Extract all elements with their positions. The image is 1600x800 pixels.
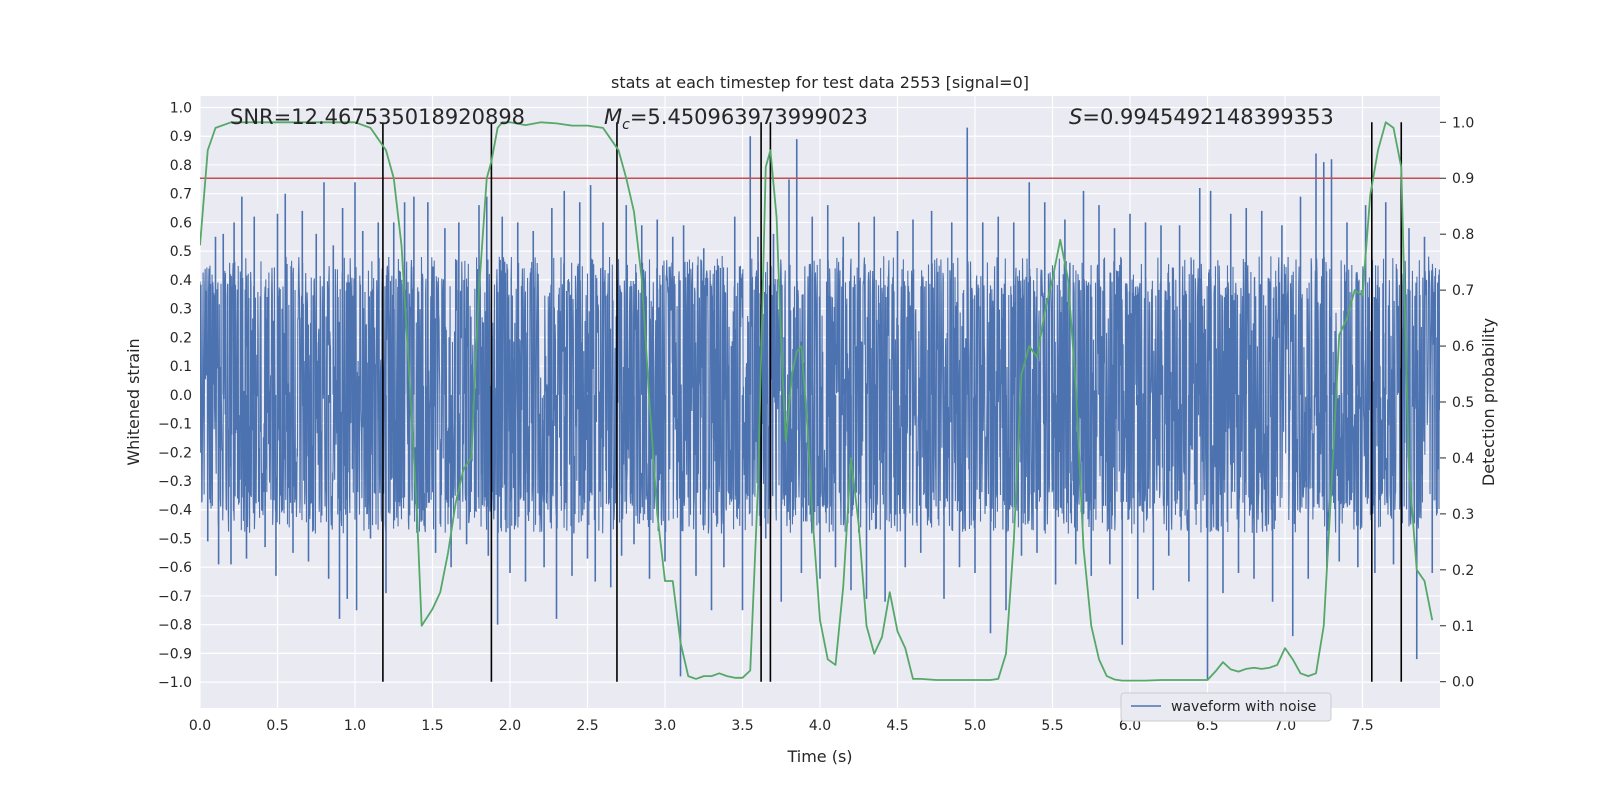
x-tick-label: 1.5 <box>421 718 443 734</box>
y-tick-label: 0.7 <box>170 187 192 203</box>
y-tick-label: −0.7 <box>158 589 192 605</box>
x-tick-label: 4.0 <box>809 718 831 734</box>
x-tick-label: 2.5 <box>576 718 598 734</box>
legend-entry-waveform: waveform with noise <box>1171 699 1316 715</box>
y-tick-label: −0.9 <box>158 646 192 662</box>
y2-tick-label: 0.0 <box>1452 675 1474 691</box>
y2-tick-label: 0.9 <box>1452 171 1474 187</box>
y-tick-label: 0.1 <box>170 359 192 375</box>
y2-tick-label: 0.7 <box>1452 283 1474 299</box>
y-tick-label: −0.4 <box>158 503 192 519</box>
y-tick-label: 1.0 <box>170 100 192 116</box>
x-tick-label: 3.0 <box>654 718 676 734</box>
chart-title: stats at each timestep for test data 255… <box>611 73 1029 92</box>
x-tick-label: 4.5 <box>886 718 908 734</box>
y-axis-title: Whitened strain <box>124 338 143 465</box>
x-tick-label: 6.5 <box>1196 718 1218 734</box>
y-tick-label: −0.1 <box>158 417 192 433</box>
y-tick-label: 0.2 <box>170 330 192 346</box>
chirp-mass-value: =5.450963973999023 <box>630 105 868 129</box>
y-tick-label: 0.3 <box>170 302 192 318</box>
legend: waveform with noise <box>1120 692 1332 722</box>
y-tick-label: 0.4 <box>170 273 192 289</box>
axes: 0.0 0.5 1.0 1.5 2.0 2.5 3.0 3.5 4.0 4.5 5.0 5.5 6.0 6… <box>158 100 1474 734</box>
chirp-mass-annotation: Mc=5.450963973999023 <box>604 105 868 133</box>
x-tick-label: 6.0 <box>1119 718 1141 734</box>
y-tick-label: −0.3 <box>158 474 192 490</box>
y-tick-label: 0.6 <box>170 215 192 231</box>
legend-box <box>1120 692 1332 722</box>
y-tick-label: 0.0 <box>170 388 192 404</box>
y-tick-label: −0.2 <box>158 445 192 461</box>
s-symbol: S <box>1069 105 1082 129</box>
y2-axis-title: Detection probability <box>1479 318 1498 486</box>
chirp-mass-symbol: M <box>604 105 622 129</box>
x-tick-label: 7.0 <box>1274 718 1296 734</box>
chirp-mass-subscript: c <box>622 117 630 133</box>
s-annotation: S=0.9945492148399353 <box>1069 105 1334 129</box>
y2-tick-label: 0.1 <box>1452 619 1474 635</box>
y-tick-label: −1.0 <box>158 675 192 691</box>
x-tick-label: 0.5 <box>266 718 288 734</box>
y2-tick-label: 0.5 <box>1452 395 1474 411</box>
waveform-noise-trace <box>200 256 1440 534</box>
y-tick-label: −0.8 <box>158 618 192 634</box>
y2-tick-label: 0.3 <box>1452 507 1474 523</box>
x-tick-label: 1.0 <box>344 718 366 734</box>
y-tick-label: 0.8 <box>170 158 192 174</box>
y2-tick-label: 0.4 <box>1452 451 1474 467</box>
detection-probability-line <box>200 121 1434 682</box>
series-waveform-with-noise <box>200 127 1440 680</box>
s-value: =0.9945492148399353 <box>1082 105 1333 129</box>
y2-tick-label: 0.6 <box>1452 339 1474 355</box>
x-tick-label: 5.5 <box>1041 718 1063 734</box>
y-tick-label: −0.5 <box>158 531 192 547</box>
y-tick-label: 0.5 <box>170 244 192 260</box>
x-tick-label: 3.5 <box>731 718 753 734</box>
y-tick-label: −0.6 <box>158 560 192 576</box>
y2-tick-label: 0.2 <box>1452 563 1474 579</box>
x-tick-label: 0.0 <box>189 718 211 734</box>
x-tick-label: 5.0 <box>964 718 986 734</box>
right-axis-overlay <box>200 121 1440 682</box>
y2-tick-label: 0.8 <box>1452 227 1474 243</box>
x-tick-label: 2.0 <box>499 718 521 734</box>
plot-area <box>200 121 1440 682</box>
y2-tick-label: 1.0 <box>1452 115 1474 131</box>
y-tick-label: 0.9 <box>170 129 192 145</box>
x-tick-label: 7.5 <box>1351 718 1373 734</box>
x-axis-title: Time (s) <box>786 747 852 766</box>
snr-annotation: SNR=12.467535018920898 <box>230 105 525 129</box>
